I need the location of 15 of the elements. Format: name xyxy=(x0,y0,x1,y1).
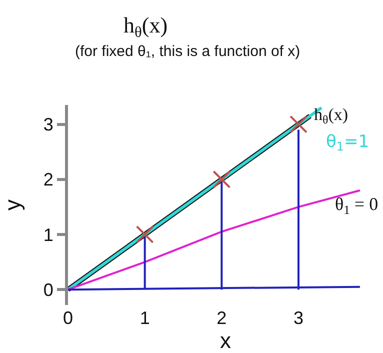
x-tick-label: 0 xyxy=(62,308,74,328)
y-tick-label: 0 xyxy=(43,280,54,300)
x-tick-label: 1 xyxy=(140,308,150,328)
y-tick-label: 1 xyxy=(43,224,54,245)
x-tick-label: 2 xyxy=(216,308,227,328)
y-tick-label: 2 xyxy=(43,170,54,190)
y-tick-label: 3 xyxy=(43,114,54,135)
x-axis-title: x xyxy=(220,328,231,353)
x-tick-label: 3 xyxy=(293,308,304,328)
chart-subtitle: (for fixed θ₁, this is a function of x) xyxy=(75,43,300,60)
y-axis-title: y xyxy=(0,200,25,210)
series-label: θ$_{1}$=1 xyxy=(326,132,370,154)
chart-title: h$_{θ}$(x) xyxy=(124,12,168,42)
annotation: θ$_{1}$ = 0 xyxy=(335,194,378,217)
series-label: h$_{θ}$(x) xyxy=(314,105,348,127)
